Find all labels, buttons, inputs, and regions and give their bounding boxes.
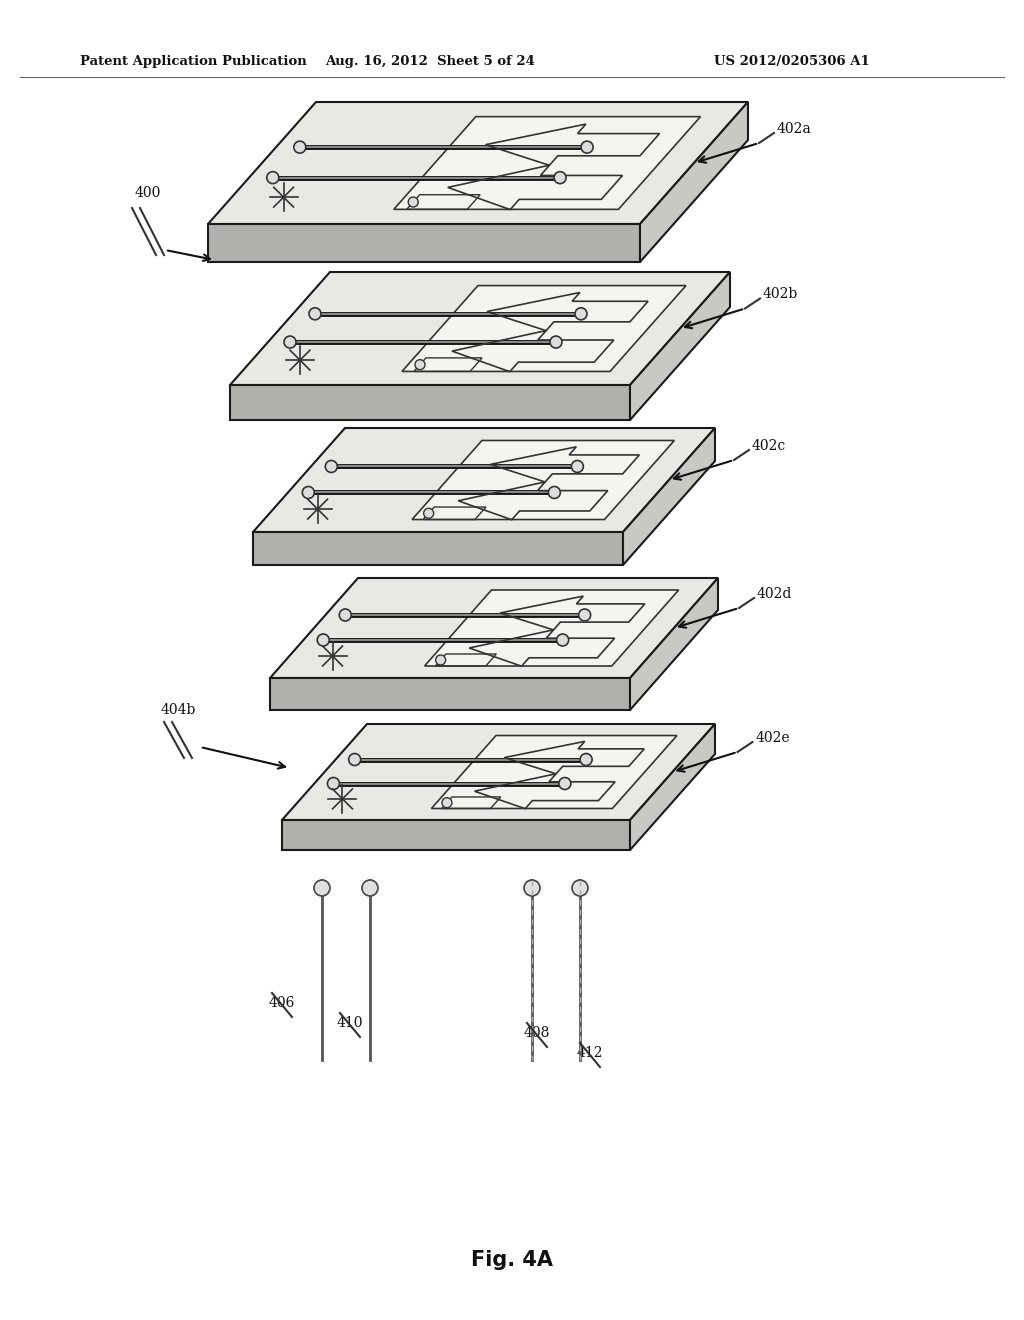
Circle shape (339, 609, 351, 620)
Text: 404b: 404b (161, 704, 196, 717)
Circle shape (284, 337, 296, 348)
Circle shape (572, 880, 588, 896)
Polygon shape (623, 428, 715, 565)
Text: 412: 412 (577, 1045, 603, 1060)
Text: 402a: 402a (777, 121, 812, 136)
Circle shape (302, 487, 314, 499)
Text: 400: 400 (135, 186, 161, 201)
Polygon shape (394, 116, 700, 210)
Circle shape (294, 141, 306, 153)
Circle shape (581, 754, 592, 766)
Circle shape (415, 359, 425, 370)
Text: Fig. 4A: Fig. 4A (471, 1250, 553, 1270)
Circle shape (362, 880, 378, 896)
Polygon shape (630, 272, 730, 420)
Polygon shape (270, 578, 718, 678)
Circle shape (326, 461, 337, 473)
Text: 402c: 402c (752, 440, 786, 453)
Circle shape (314, 880, 330, 896)
Circle shape (554, 172, 566, 183)
Polygon shape (630, 723, 715, 850)
Polygon shape (282, 820, 630, 850)
Circle shape (349, 754, 360, 766)
Circle shape (442, 797, 452, 808)
Polygon shape (425, 590, 679, 667)
Polygon shape (253, 428, 715, 532)
Circle shape (317, 634, 330, 645)
Polygon shape (402, 285, 686, 371)
Circle shape (435, 655, 445, 665)
Circle shape (581, 141, 593, 153)
Circle shape (571, 461, 584, 473)
Text: 410: 410 (337, 1016, 364, 1030)
Text: 408: 408 (524, 1026, 550, 1040)
Circle shape (559, 777, 570, 789)
Polygon shape (230, 272, 730, 385)
Circle shape (579, 609, 591, 620)
Circle shape (424, 508, 433, 519)
Text: US 2012/0205306 A1: US 2012/0205306 A1 (715, 55, 870, 69)
Polygon shape (208, 224, 640, 261)
Text: Patent Application Publication: Patent Application Publication (80, 55, 307, 69)
Polygon shape (230, 385, 630, 420)
Text: 402d: 402d (757, 587, 793, 601)
Polygon shape (630, 578, 718, 710)
Circle shape (550, 337, 562, 348)
Polygon shape (431, 735, 677, 808)
Text: 402b: 402b (763, 288, 799, 301)
Circle shape (549, 487, 560, 499)
Circle shape (309, 308, 321, 319)
Text: 402e: 402e (756, 731, 791, 744)
Circle shape (575, 308, 587, 319)
Polygon shape (282, 723, 715, 820)
Polygon shape (412, 441, 675, 520)
Circle shape (267, 172, 279, 183)
Polygon shape (270, 678, 630, 710)
Circle shape (409, 197, 418, 207)
Circle shape (557, 634, 568, 645)
Text: Aug. 16, 2012  Sheet 5 of 24: Aug. 16, 2012 Sheet 5 of 24 (325, 55, 535, 69)
Polygon shape (208, 102, 748, 224)
Polygon shape (253, 532, 623, 565)
Circle shape (524, 880, 540, 896)
Polygon shape (640, 102, 748, 261)
Text: 406: 406 (269, 997, 295, 1010)
Circle shape (328, 777, 339, 789)
